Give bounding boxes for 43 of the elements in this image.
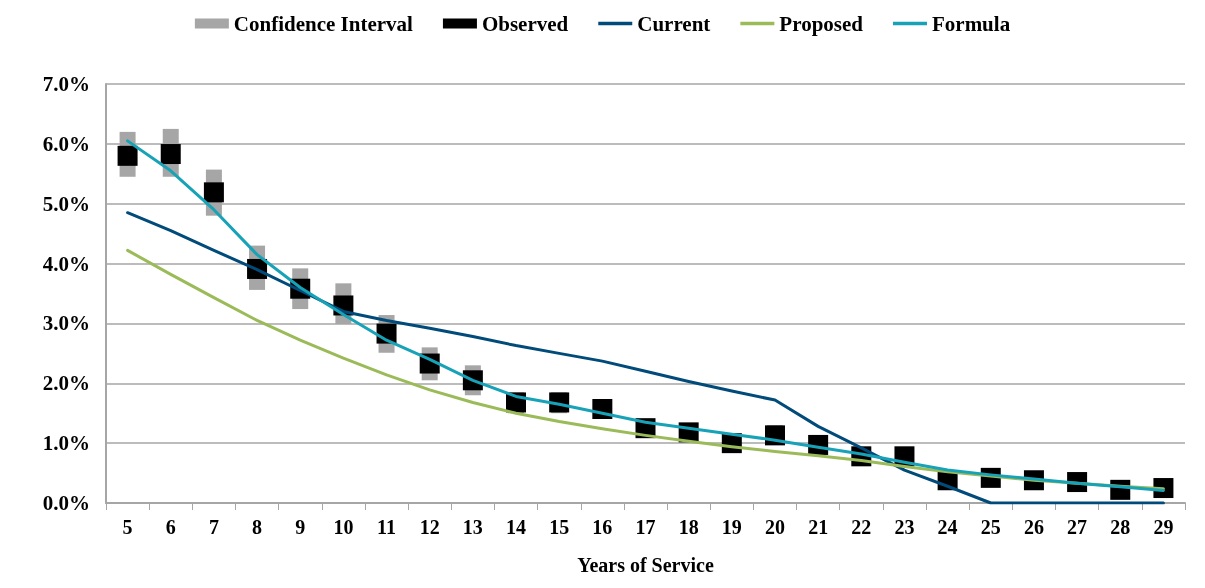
y-tick-label: 2.0%	[42, 371, 90, 396]
x-tick-label: 6	[165, 516, 176, 538]
x-tick-label: 9	[295, 516, 306, 538]
x-tick-label: 12	[419, 516, 440, 538]
y-tick-label: 5.0%	[42, 191, 90, 216]
point	[160, 144, 181, 165]
point	[203, 182, 224, 203]
x-axis-title: Years of Service	[577, 554, 714, 576]
y-tick-label: 3.0%	[42, 311, 90, 336]
x-tick-label: 8	[252, 516, 263, 538]
x-tick-label: 23	[894, 516, 915, 538]
x-tick-label: 20	[764, 516, 785, 538]
line-series	[126, 211, 1165, 505]
y-tick-label: 7.0%	[42, 72, 90, 96]
legend-label: Formula	[931, 11, 1011, 36]
x-tick-label: 5	[122, 516, 133, 538]
x-tick-label: 13	[462, 516, 483, 538]
x-tick-label: 14	[506, 516, 527, 538]
x-tick-label: 27	[1067, 516, 1088, 538]
x-tick-label: 11	[377, 516, 396, 538]
x-tick-label: 28	[1110, 516, 1131, 538]
x-tick-label: 26	[1023, 516, 1044, 538]
x-tick-label: 17	[635, 516, 656, 538]
x-tick-label: 24	[937, 516, 958, 538]
x-tick-label: 22	[851, 516, 872, 538]
x-tick-label: 16	[592, 516, 613, 538]
x-tick-label: 15	[549, 516, 570, 538]
legend-label: Confidence Interval	[233, 11, 414, 36]
y-tick-label: 1.0%	[42, 431, 90, 456]
legend-label: Proposed	[779, 11, 864, 36]
x-tick-label: 7	[208, 516, 219, 538]
x-tick-label: 29	[1153, 516, 1174, 538]
legend-label: Current	[637, 11, 711, 36]
y-tick-label: 0.0%	[42, 491, 90, 515]
point	[117, 145, 138, 166]
legend-label: Observed	[481, 11, 569, 36]
y-tick-label: 4.0%	[42, 251, 90, 276]
x-tick-label: 18	[678, 516, 699, 538]
x-tick-label: 25	[980, 516, 1001, 538]
x-tick-label: 10	[333, 516, 354, 538]
x-tick-label: 19	[721, 516, 742, 538]
x-tick-label: 21	[808, 516, 829, 538]
y-tick-label: 6.0%	[42, 131, 90, 156]
